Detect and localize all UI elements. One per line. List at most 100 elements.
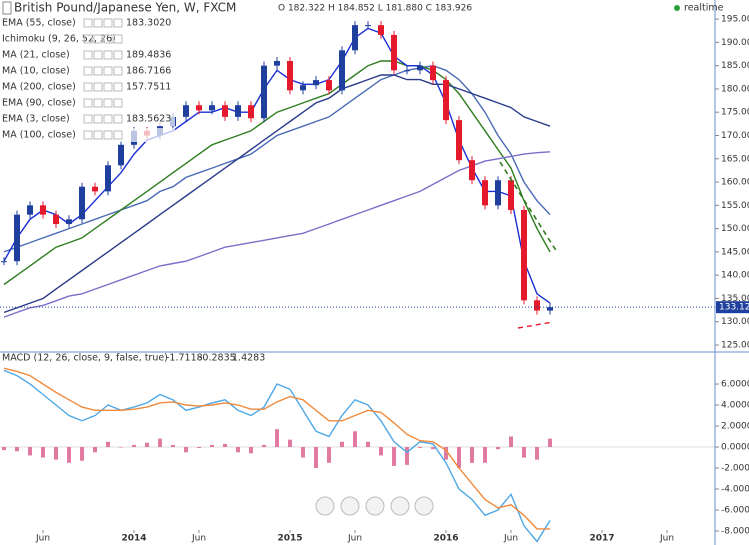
y-tick-label: 175.000 (721, 108, 749, 118)
x-tick-label: Jun (347, 534, 362, 544)
x-tick-label: Jun (503, 534, 518, 544)
legend-icon (103, 18, 113, 28)
legend-name: Ichimoku (9, 26, 52, 26) (2, 34, 116, 45)
histogram-bar (483, 447, 487, 463)
histogram-bar (379, 447, 383, 456)
histogram-bar (496, 447, 500, 450)
legend-icon (113, 82, 123, 92)
x-tick-label: 2017 (589, 534, 614, 544)
histogram-bar (314, 447, 318, 469)
legend-name: EMA (55, close) (2, 18, 76, 29)
candle (14, 214, 20, 262)
y-tick-label: 140.000 (721, 271, 749, 281)
candle (469, 160, 475, 181)
legend-bg (0, 48, 175, 62)
legend-icon (93, 34, 103, 44)
histogram-bar (262, 444, 266, 448)
macd-line (3, 369, 551, 543)
legend-icon (93, 130, 103, 140)
legend-bg (0, 96, 175, 110)
candle (209, 105, 215, 111)
zoom-button[interactable] (315, 496, 335, 516)
candle (482, 180, 488, 206)
x-tick-label: Jun (659, 534, 674, 544)
histogram-bar (67, 447, 71, 463)
zoom-controls[interactable] (315, 496, 434, 516)
histogram-bar (535, 447, 539, 460)
legend-value: 189.4836 (126, 50, 171, 61)
histogram-bar (444, 447, 448, 460)
legend-icon (83, 82, 93, 92)
histogram-bar (366, 441, 370, 448)
histogram-bar (457, 447, 461, 469)
legend-icon (103, 50, 113, 60)
candle (261, 65, 267, 119)
candle (66, 219, 72, 224)
candle (235, 105, 241, 117)
chart-title: British Pound/Japanese Yen, W, FXCM (14, 1, 236, 15)
legend-name: MA (200, close) (2, 82, 76, 93)
candle (105, 165, 111, 192)
legend-name: MA (21, close) (2, 50, 70, 61)
candle (118, 144, 124, 166)
legend-bg (0, 64, 175, 78)
y-tick-label: 150.000 (721, 224, 749, 234)
candle (443, 80, 449, 121)
legend-icon (103, 66, 113, 76)
x-tick-label: 2015 (277, 534, 302, 544)
candle (183, 105, 189, 117)
candle (92, 186, 98, 192)
candle (222, 105, 228, 117)
ohlc: O 182.322 H 184.852 L 181.880 C 183.926 (278, 4, 472, 14)
histogram-bar (288, 439, 292, 448)
candle (404, 70, 410, 72)
legend-name: MA (100, close) (2, 130, 76, 141)
histogram-bar (236, 447, 240, 453)
legend-icon (113, 50, 123, 60)
legend-bg (0, 128, 175, 142)
y-tick-label: 170.000 (721, 131, 749, 141)
legend-icon (113, 34, 123, 44)
y-tick-label: 160.000 (721, 178, 749, 188)
histogram-bar (132, 444, 136, 448)
x-tick-label: Jun (35, 534, 50, 544)
histogram-bar (119, 447, 123, 448)
macd-title: MACD (12, 26, close, 9, false, true) (2, 353, 168, 364)
zoom-button[interactable] (414, 496, 434, 516)
y-tick-label: 135.000 (721, 294, 749, 304)
macd-reading: -1.7118 (166, 353, 203, 364)
candle (391, 34, 397, 71)
icon (2, 1, 12, 15)
legend-icon (103, 130, 113, 140)
y-tick-label: 195.000 (721, 15, 749, 25)
legend-icon (83, 34, 93, 44)
histogram-bar (41, 447, 45, 458)
zoom-button[interactable] (390, 496, 410, 516)
histogram-bar (223, 443, 227, 448)
y-tick-label: 155.000 (721, 201, 749, 211)
y-tick-label: 190.000 (721, 38, 749, 48)
histogram-bar (509, 436, 513, 448)
candle (1, 261, 7, 263)
legend-icon (93, 98, 103, 108)
zoom-button[interactable] (365, 496, 385, 516)
legend-value: 183.3020 (126, 18, 171, 29)
signal-line (3, 367, 550, 530)
candle (430, 65, 436, 81)
histogram-bar (93, 447, 97, 453)
legend-icon (93, 82, 103, 92)
legend-icon (93, 66, 103, 76)
legend-icon (103, 82, 113, 92)
y-tick-label: 125.000 (721, 341, 749, 351)
legend-icon (83, 130, 93, 140)
histogram-bar (145, 442, 149, 448)
histogram-bar (522, 447, 526, 458)
histogram-bar (392, 447, 396, 466)
candle (300, 85, 306, 91)
macd-reading: -0.2835 (199, 353, 236, 364)
zoom-button[interactable] (340, 496, 360, 516)
